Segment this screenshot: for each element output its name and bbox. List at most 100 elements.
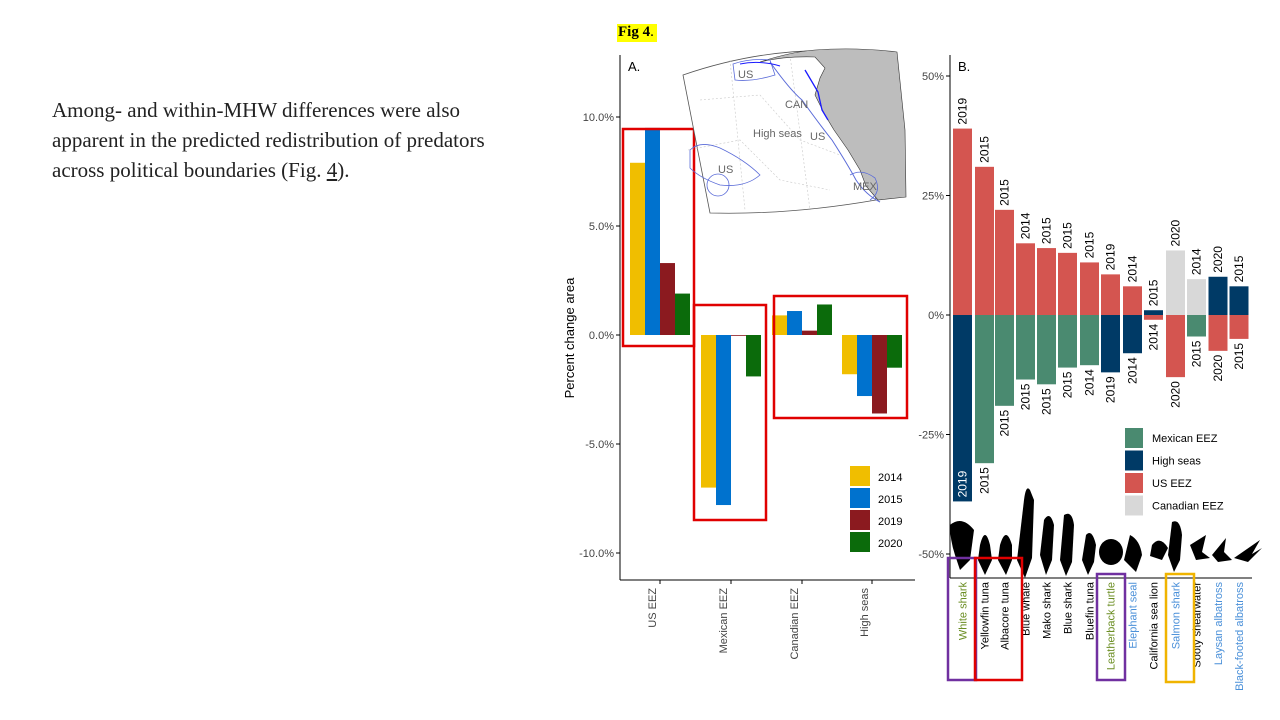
bar-year-label: 2020 xyxy=(1211,246,1225,273)
bar-negative xyxy=(1037,315,1056,385)
bar-year-label: 2015 xyxy=(998,179,1012,206)
bar xyxy=(842,335,857,375)
bar xyxy=(887,335,902,368)
bar-year-label: 2015 xyxy=(1232,255,1246,282)
bar xyxy=(787,311,802,335)
species-label: Albacore tuna xyxy=(1000,581,1012,650)
bar-year-label: 2015 xyxy=(1190,340,1204,367)
bar-positive xyxy=(1144,310,1163,315)
bar-negative xyxy=(995,315,1014,406)
figure-link[interactable]: 4 xyxy=(326,158,338,182)
bar-year-label: 2014 xyxy=(1147,323,1161,350)
species-label: Yellowfin tuna xyxy=(980,581,992,649)
salmon-shark-silhouette xyxy=(1168,521,1182,572)
y-tick-label: 10.0% xyxy=(583,112,614,124)
bar-negative xyxy=(1101,315,1120,373)
highlight-box xyxy=(1164,572,1196,684)
bar-year-label: 2020 xyxy=(1169,381,1183,408)
legend-swatch xyxy=(1125,495,1143,516)
blue-whale-silhouette xyxy=(1017,488,1034,578)
legend-swatch xyxy=(850,466,870,486)
bar-negative xyxy=(1016,315,1035,380)
legend-label: US EEZ xyxy=(1152,478,1192,490)
legend-swatch xyxy=(1125,473,1143,493)
figure-label-dot: . xyxy=(650,24,654,40)
bar-year-label: 2014 xyxy=(1019,212,1033,239)
legend-swatch xyxy=(1125,428,1143,448)
bar-year-label: 2014 xyxy=(1083,369,1097,396)
bar-year-label: 2019 xyxy=(956,98,970,125)
bar-year-label: 2014 xyxy=(1190,248,1204,275)
panel-b-chart: 50% 25% 0% -25% -50% B. 2019 2019 White shark 201… xyxy=(918,55,1262,691)
bar-positive xyxy=(953,128,972,315)
x-tick-label: Mexican EEZ xyxy=(718,588,730,654)
legend-swatch xyxy=(850,488,870,508)
legend-label: Canadian EEZ xyxy=(1152,501,1224,513)
highlight-box xyxy=(772,294,909,420)
bar xyxy=(731,335,746,336)
bar-positive xyxy=(1208,276,1228,315)
bar xyxy=(675,293,690,335)
bar-negative xyxy=(1123,315,1142,354)
white-shark-silhouette xyxy=(950,521,974,570)
species-label: White shark xyxy=(958,582,970,641)
y-tick-label: -10.0% xyxy=(579,548,614,560)
bar-positive xyxy=(1187,279,1206,315)
y-tick-label: 25% xyxy=(922,191,944,203)
species-label: Mako shark xyxy=(1042,582,1054,639)
species-silhouettes xyxy=(950,488,1262,578)
bar-positive xyxy=(975,166,994,315)
bar xyxy=(630,162,645,335)
species-label: Black-footed albatross xyxy=(1234,582,1246,691)
legend-label: 2015 xyxy=(878,494,902,506)
map-label: US xyxy=(738,69,753,81)
map-label: US xyxy=(810,131,825,143)
species-label: Leatherback turtle xyxy=(1106,582,1118,670)
bar-positive xyxy=(1229,286,1249,315)
bar-positive xyxy=(1101,274,1120,315)
bar-year-label: 2014 xyxy=(1126,357,1140,384)
legend-label: Mexican EEZ xyxy=(1152,433,1218,445)
bar-negative xyxy=(975,315,994,464)
bar-year-label: 2019 xyxy=(956,470,970,497)
bar-year-label: 2019 xyxy=(1104,243,1118,270)
yellowfin-tuna-silhouette xyxy=(978,535,992,575)
y-tick-label: -50% xyxy=(918,549,944,561)
inset-map: US CAN High seas US US MEX xyxy=(682,48,907,214)
bar-year-label: 2015 xyxy=(1040,388,1054,415)
bar-negative xyxy=(1144,315,1163,320)
california-sea-lion-silhouette xyxy=(1150,540,1168,560)
species-label: Laysan albatross xyxy=(1213,582,1225,666)
y-tick-label: 0.0% xyxy=(589,330,614,342)
map-label: MEX xyxy=(853,181,878,193)
blue-shark-silhouette xyxy=(1060,513,1074,576)
bar-year-label: 2019 xyxy=(1104,376,1118,403)
panel-label: B. xyxy=(958,59,970,74)
y-tick-label: -5.0% xyxy=(585,439,614,451)
bar-year-label: 2015 xyxy=(1040,217,1054,244)
species-label: Blue shark xyxy=(1063,582,1075,634)
y-tick-label: -25% xyxy=(918,430,944,442)
paragraph-end: ). xyxy=(337,158,350,182)
bar-year-label: 2015 xyxy=(978,467,992,494)
bar-positive xyxy=(1080,262,1099,315)
mako-shark-silhouette xyxy=(1040,516,1054,575)
bar xyxy=(802,330,817,335)
y-tick-label: 5.0% xyxy=(589,221,614,233)
bar-negative xyxy=(1208,315,1228,351)
albacore-tuna-silhouette xyxy=(998,535,1012,575)
bar xyxy=(772,315,787,335)
bar-year-label: 2015 xyxy=(1083,231,1097,258)
legend-label: 2014 xyxy=(878,472,902,484)
bar-positive xyxy=(1166,250,1185,315)
species-label: California sea lion xyxy=(1149,582,1161,669)
bar-year-label: 2015 xyxy=(1147,279,1161,306)
map-label: CAN xyxy=(785,99,808,111)
bar xyxy=(660,263,675,335)
bar xyxy=(857,335,872,397)
bar xyxy=(716,335,731,506)
body-paragraph: Among- and within-MHW differences were a… xyxy=(52,95,522,185)
highlight-box xyxy=(621,127,696,348)
bar-year-label: 2014 xyxy=(1126,255,1140,282)
figure-label: Fig 4. xyxy=(617,24,657,42)
